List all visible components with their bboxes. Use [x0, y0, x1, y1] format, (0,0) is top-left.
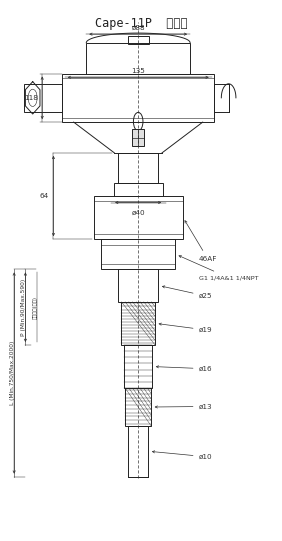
Bar [127, 36, 149, 44]
Text: 入仓深度(调整): 入仓深度(调整) [33, 296, 38, 319]
Text: 64: 64 [40, 193, 49, 199]
Text: G1 1/4A&1 1/4NPT: G1 1/4A&1 1/4NPT [179, 256, 258, 280]
Bar [132, 129, 144, 147]
Bar [86, 43, 190, 74]
Bar [118, 269, 158, 302]
Text: Cape-11P  防护型: Cape-11P 防护型 [95, 17, 187, 30]
Bar [124, 345, 152, 388]
Bar [113, 183, 163, 196]
Text: 135: 135 [131, 68, 145, 74]
Bar [94, 196, 182, 239]
Bar [128, 426, 148, 477]
Text: ø19: ø19 [159, 323, 212, 333]
Bar [121, 302, 155, 345]
Text: ø16: ø16 [156, 366, 212, 372]
Bar [214, 84, 229, 112]
Text: ø10: ø10 [152, 451, 212, 460]
Bar [62, 74, 214, 122]
Text: 118: 118 [24, 95, 38, 101]
Text: 46AF: 46AF [185, 221, 217, 262]
Text: P (Min.90/Max.590): P (Min.90/Max.590) [21, 279, 26, 336]
Text: ø88: ø88 [131, 24, 145, 30]
Text: ø40: ø40 [131, 210, 145, 216]
Bar [101, 239, 175, 269]
Bar [24, 84, 62, 112]
Bar [125, 388, 151, 426]
Text: ø13: ø13 [155, 404, 212, 410]
Text: ø25: ø25 [162, 286, 212, 299]
Bar [118, 153, 158, 183]
Text: L (Min.750/Max.2000): L (Min.750/Max.2000) [10, 341, 15, 405]
